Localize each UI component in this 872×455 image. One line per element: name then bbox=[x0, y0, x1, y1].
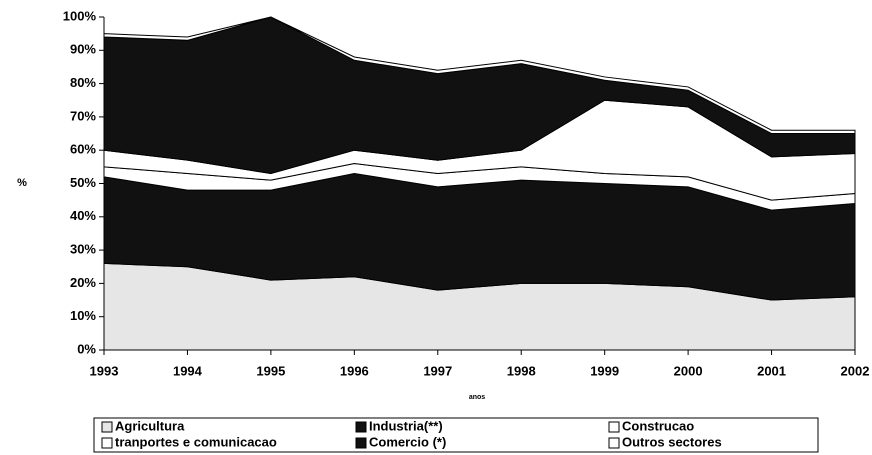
x-tick-label: 1993 bbox=[90, 363, 119, 378]
x-tick-label: 1996 bbox=[340, 363, 369, 378]
x-tick-label: 2001 bbox=[757, 363, 786, 378]
legend-label: Comercio (*) bbox=[369, 434, 446, 449]
y-tick-label: 0% bbox=[77, 341, 96, 356]
y-tick-label: 50% bbox=[70, 175, 96, 190]
x-tick-label: 2002 bbox=[841, 363, 870, 378]
legend-swatch bbox=[355, 437, 367, 449]
x-tick-label: 2000 bbox=[674, 363, 703, 378]
x-tick-label: 1999 bbox=[590, 363, 619, 378]
y-tick-label: 20% bbox=[70, 275, 96, 290]
legend-label: Outros sectores bbox=[622, 434, 722, 449]
y-tick-label: 60% bbox=[70, 142, 96, 157]
y-tick-label: 100% bbox=[63, 8, 97, 23]
legend-swatch bbox=[355, 421, 367, 433]
y-tick-label: 70% bbox=[70, 108, 96, 123]
y-axis-label: % bbox=[17, 177, 27, 189]
y-tick-label: 90% bbox=[70, 42, 96, 57]
legend-swatch bbox=[608, 437, 620, 449]
legend-label: Agricultura bbox=[115, 418, 185, 433]
legend-swatch bbox=[101, 437, 113, 449]
area bbox=[103, 16, 856, 135]
legend-label: Industria(**) bbox=[369, 418, 443, 433]
y-tick-label: 10% bbox=[70, 308, 96, 323]
y-tick-label: 30% bbox=[70, 242, 96, 257]
legend-label: Construcao bbox=[622, 418, 694, 433]
legend-label: tranportes e comunicacao bbox=[115, 434, 277, 449]
x-tick-label: 1994 bbox=[173, 363, 203, 378]
legend-swatch bbox=[608, 421, 620, 433]
x-tick-label: 1995 bbox=[256, 363, 285, 378]
x-axis-label: anos bbox=[469, 394, 485, 401]
legend-swatch bbox=[101, 421, 113, 433]
x-tick-label: 1997 bbox=[423, 363, 452, 378]
y-tick-label: 40% bbox=[70, 208, 96, 223]
x-tick-label: 1998 bbox=[507, 363, 536, 378]
y-tick-label: 80% bbox=[70, 75, 96, 90]
legend bbox=[93, 417, 819, 453]
